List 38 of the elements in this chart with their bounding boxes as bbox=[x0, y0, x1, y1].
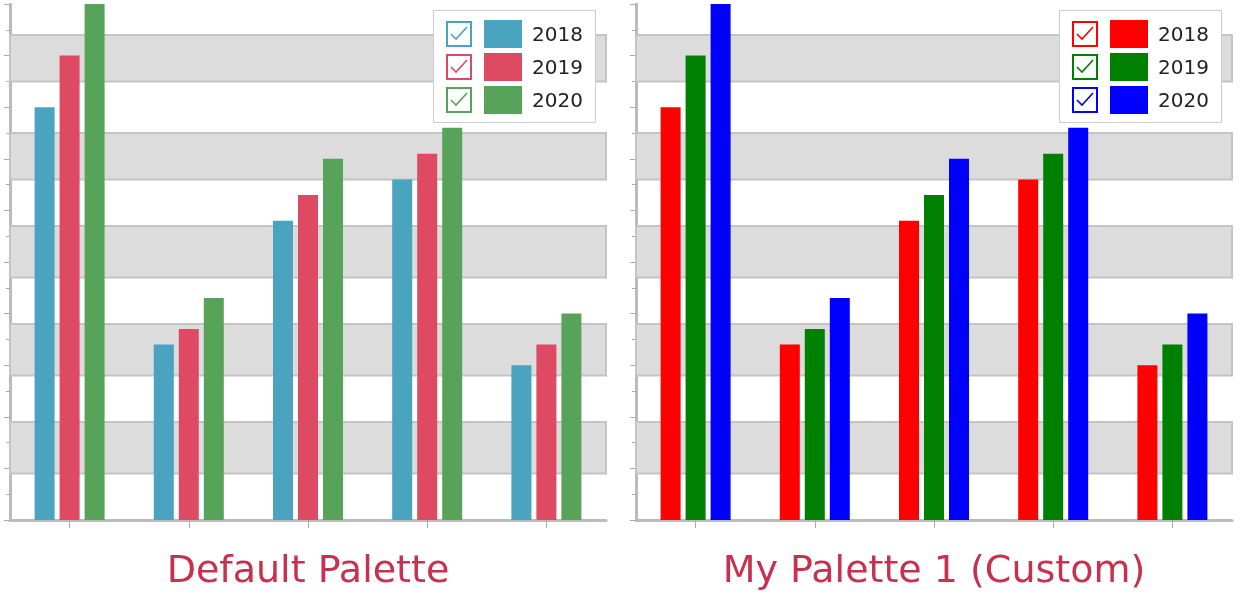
legend-label: 2020 bbox=[1158, 87, 1209, 112]
bar bbox=[417, 153, 438, 520]
bar bbox=[1018, 179, 1039, 520]
bar bbox=[298, 194, 318, 520]
bar bbox=[536, 344, 557, 520]
bar bbox=[924, 194, 944, 520]
bar bbox=[829, 298, 850, 520]
bar bbox=[1043, 153, 1064, 520]
bar bbox=[203, 298, 224, 520]
legend-label: 2020 bbox=[532, 87, 583, 112]
bar bbox=[561, 313, 582, 520]
legend-label: 2019 bbox=[532, 54, 583, 79]
bar bbox=[59, 55, 80, 520]
text: My Palette 1 (Custom) bbox=[722, 547, 1146, 591]
bar bbox=[178, 329, 199, 520]
bar bbox=[1162, 344, 1183, 520]
bar bbox=[1068, 127, 1089, 520]
bar bbox=[84, 4, 105, 520]
bar bbox=[392, 179, 413, 520]
bar bbox=[804, 329, 825, 520]
bar bbox=[34, 107, 55, 520]
bar bbox=[685, 55, 706, 520]
bar bbox=[153, 344, 174, 520]
bar bbox=[323, 158, 343, 520]
legend-label: 2018 bbox=[532, 21, 583, 46]
bar bbox=[1187, 313, 1208, 520]
bar bbox=[442, 127, 463, 520]
bar bbox=[779, 344, 800, 520]
text: Default Palette bbox=[166, 547, 450, 591]
bar bbox=[660, 107, 681, 520]
bar bbox=[511, 365, 532, 520]
bar bbox=[899, 220, 919, 520]
bar bbox=[949, 158, 969, 520]
bar bbox=[273, 220, 293, 520]
legend-label: 2018 bbox=[1158, 21, 1209, 46]
bar bbox=[710, 4, 731, 520]
bar bbox=[1137, 365, 1158, 520]
legend-label: 2019 bbox=[1158, 54, 1209, 79]
